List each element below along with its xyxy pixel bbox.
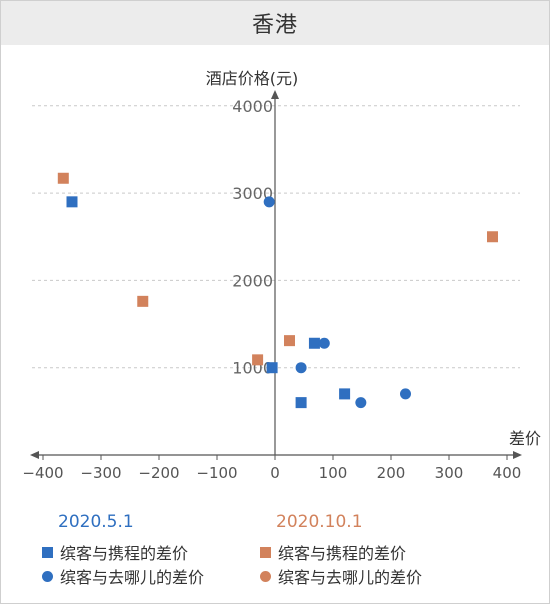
legend-item-g1-square: 缤客与携程的差价	[42, 540, 188, 564]
legend-group-2020-10-1: 2020.10.1	[276, 512, 363, 532]
y-tick-label: 4000	[232, 97, 273, 116]
y-tick-label: 2000	[232, 271, 273, 290]
chart-title: 香港	[1, 1, 549, 45]
data-point-square	[487, 231, 498, 243]
legend-item-g2-square: 缤客与携程的差价	[260, 540, 406, 564]
y-tick-label: 3000	[232, 184, 273, 203]
x-tick-label: −300	[80, 464, 121, 482]
square-marker-icon	[260, 546, 271, 558]
x-axis-left-arrow	[30, 451, 39, 459]
x-axis-right-arrow	[513, 451, 522, 459]
data-point-circle	[318, 337, 330, 349]
legend-label: 缤客与去哪儿的差价	[278, 568, 423, 587]
x-tick-label: 0	[270, 464, 280, 482]
x-tick-label: 300	[435, 464, 464, 482]
data-point-circle	[355, 397, 367, 409]
square-marker-icon	[42, 546, 53, 558]
y-axis-arrow	[271, 90, 279, 99]
legend-label: 缤客与去哪儿的差价	[60, 568, 205, 587]
data-point-square	[252, 354, 264, 366]
data-point-circle	[295, 362, 307, 374]
legend-group-2020-5-1: 2020.5.1	[58, 512, 134, 532]
data-point-circle	[400, 388, 411, 400]
legend-label: 缤客与携程的差价	[60, 544, 189, 563]
data-point-square	[295, 397, 307, 409]
x-tick-label: 100	[319, 464, 348, 482]
data-point-square	[66, 196, 78, 208]
x-tick-label: 200	[377, 464, 406, 482]
x-tick-label: −400	[22, 464, 63, 482]
data-point-square	[284, 335, 295, 347]
legend-item-g2-circle: 缤客与去哪儿的差价	[260, 564, 422, 588]
data-point-circle	[263, 196, 275, 208]
data-point-square	[266, 362, 278, 374]
data-point-square	[339, 388, 351, 400]
data-point-square	[308, 337, 320, 349]
data-point-square	[137, 295, 149, 307]
data-point-square	[57, 172, 69, 184]
legend-item-g1-circle: 缤客与去哪儿的差价	[42, 564, 204, 588]
x-tick-label: −200	[138, 464, 179, 482]
x-axis-label: 差价	[509, 429, 541, 448]
legend-label: 缤客与携程的差价	[278, 544, 407, 563]
circle-marker-icon	[42, 570, 53, 582]
x-tick-label: 400	[493, 464, 522, 482]
circle-marker-icon	[260, 570, 271, 582]
x-tick-label: −100	[196, 464, 237, 482]
y-axis-label: 酒店价格(元)	[206, 69, 299, 88]
